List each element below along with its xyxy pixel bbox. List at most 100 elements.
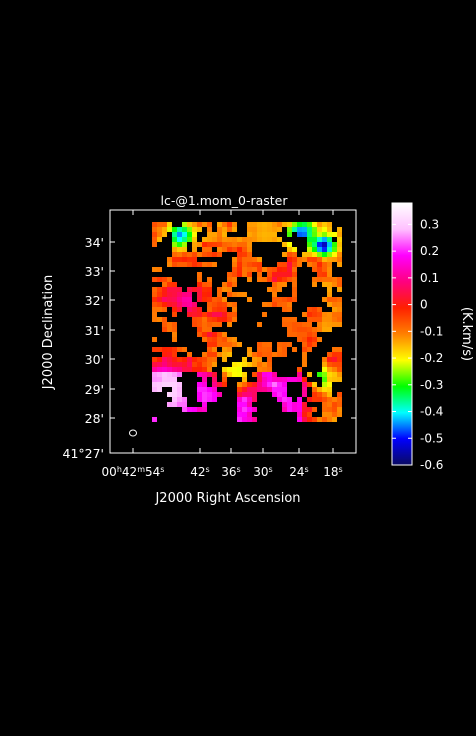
map-pixel	[277, 382, 282, 387]
map-pixel	[337, 307, 342, 312]
map-pixel	[337, 252, 342, 257]
map-pixel	[217, 237, 222, 242]
map-pixel	[162, 287, 167, 292]
map-pixel	[167, 367, 172, 372]
map-pixel	[277, 347, 282, 352]
map-pixel	[267, 342, 272, 347]
map-pixel	[307, 407, 312, 412]
map-pixel	[322, 417, 327, 422]
map-pixel	[277, 302, 282, 307]
map-pixel	[152, 307, 157, 312]
map-pixel	[162, 222, 167, 227]
map-pixel	[247, 222, 252, 227]
map-pixel	[262, 352, 267, 357]
map-pixel	[247, 407, 252, 412]
map-pixel	[172, 232, 177, 237]
map-pixel	[267, 357, 272, 362]
map-pixel	[262, 342, 267, 347]
map-pixel	[167, 222, 172, 227]
map-pixel	[232, 267, 237, 272]
map-pixel	[312, 252, 317, 257]
x-tick-label: 24s	[289, 465, 308, 480]
map-pixel	[172, 372, 177, 377]
map-pixel	[202, 387, 207, 392]
map-pixel	[257, 357, 262, 362]
map-pixel	[312, 282, 317, 287]
map-pixel	[337, 322, 342, 327]
map-pixel	[212, 237, 217, 242]
map-pixel	[267, 302, 272, 307]
map-pixel	[277, 227, 282, 232]
map-pixel	[322, 232, 327, 237]
map-pixel	[177, 402, 182, 407]
map-pixel	[282, 282, 287, 287]
map-pixel	[152, 362, 157, 367]
map-pixel	[277, 392, 282, 397]
map-pixel	[272, 292, 277, 297]
map-pixel	[297, 227, 302, 232]
map-pixel	[227, 372, 232, 377]
map-pixel	[172, 282, 177, 287]
map-pixel	[152, 237, 157, 242]
map-pixel	[327, 247, 332, 252]
map-pixel	[242, 357, 247, 362]
map-pixel	[217, 352, 222, 357]
map-pixel	[282, 222, 287, 227]
map-pixel	[272, 377, 277, 382]
y-tick-label: 34'	[85, 235, 104, 250]
map-pixel	[322, 257, 327, 262]
y-axis-ticks: 41°27' 28' 29' 30' 31' 32' 33' 34'	[63, 235, 356, 461]
map-pixel	[182, 407, 187, 412]
map-pixel	[292, 402, 297, 407]
map-pixel	[222, 222, 227, 227]
map-pixel	[162, 232, 167, 237]
map-pixel	[217, 232, 222, 237]
map-pixel	[167, 357, 172, 362]
map-pixel	[182, 227, 187, 232]
map-pixel	[207, 307, 212, 312]
map-pixel	[312, 417, 317, 422]
map-pixel	[292, 292, 297, 297]
map-pixel	[242, 237, 247, 242]
map-pixel	[207, 347, 212, 352]
map-pixel	[172, 332, 177, 337]
map-pixel	[292, 317, 297, 322]
map-pixel	[212, 372, 217, 377]
map-pixel	[247, 387, 252, 392]
map-pixel	[227, 312, 232, 317]
map-pixel	[222, 297, 227, 302]
map-pixel	[277, 377, 282, 382]
map-pixel	[217, 227, 222, 232]
map-pixel	[302, 402, 307, 407]
map-pixel	[152, 232, 157, 237]
map-pixel	[182, 232, 187, 237]
map-pixel	[202, 407, 207, 412]
map-pixel	[287, 242, 292, 247]
map-pixel	[212, 242, 217, 247]
map-pixel	[287, 377, 292, 382]
map-pixel	[292, 267, 297, 272]
map-pixel	[237, 242, 242, 247]
map-pixel	[202, 397, 207, 402]
map-pixel	[172, 297, 177, 302]
map-pixel	[337, 227, 342, 232]
map-pixel	[277, 282, 282, 287]
map-pixel	[182, 242, 187, 247]
map-pixel	[237, 247, 242, 252]
map-pixel	[212, 297, 217, 302]
map-pixel	[287, 227, 292, 232]
map-pixel	[172, 247, 177, 252]
map-pixel	[267, 372, 272, 377]
map-pixel	[202, 352, 207, 357]
map-pixel	[292, 257, 297, 262]
map-pixel	[222, 357, 227, 362]
map-pixel	[157, 232, 162, 237]
map-pixel	[337, 392, 342, 397]
map-pixel	[332, 242, 337, 247]
map-pixel	[182, 222, 187, 227]
map-pixel	[182, 237, 187, 242]
map-pixel	[257, 262, 262, 267]
map-pixel	[242, 362, 247, 367]
map-pixel	[332, 317, 337, 322]
map-pixel	[237, 382, 242, 387]
